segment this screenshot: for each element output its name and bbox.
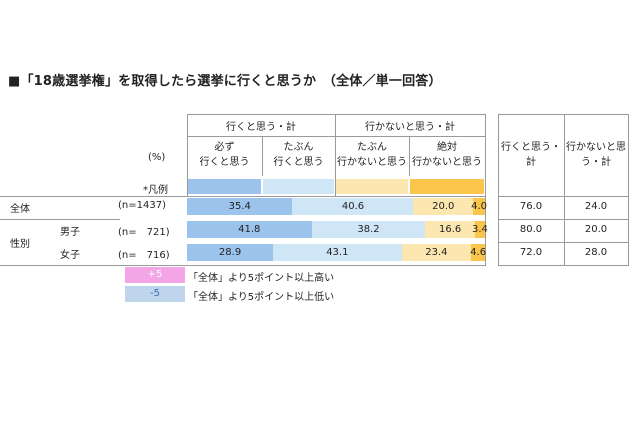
bar-segment <box>471 244 485 261</box>
row-n-3: (n= 716) <box>118 250 170 261</box>
note-badge-1: +5 <box>125 267 185 283</box>
row-group-sex: 性別 <box>10 239 30 250</box>
table-bottom-line <box>0 265 485 266</box>
bar-segment <box>401 244 472 261</box>
legend-swatch-1 <box>188 179 261 194</box>
data-label: 35.4 <box>228 201 251 212</box>
legend-swatch-2 <box>263 179 334 194</box>
bar-segment <box>292 198 414 215</box>
data-label: 28.9 <box>218 247 242 258</box>
row-sep-line <box>0 219 120 220</box>
right-header-bottom-line <box>498 196 629 197</box>
data-label: 20.0 <box>432 201 455 212</box>
total-nogo-2: 20.0 <box>584 224 608 235</box>
right-row-sep-2 <box>498 242 629 243</box>
right-header-nogo: 行かないと思 う・計 <box>566 142 626 168</box>
total-go-2: 80.0 <box>519 224 543 235</box>
header-mid-line <box>187 136 485 137</box>
right-left-line <box>498 114 499 266</box>
header-split-line <box>335 114 336 196</box>
legend-swatch-3 <box>336 179 408 194</box>
data-label: 3.4 <box>471 224 488 235</box>
total-nogo-3: 28.0 <box>584 247 608 258</box>
header-group-nogo: 行かないと思う・計 <box>365 122 455 133</box>
right-top-line <box>498 114 629 115</box>
header-left-line <box>187 114 188 196</box>
row-group-all: 全体 <box>10 204 30 215</box>
header-right-line <box>485 114 486 266</box>
header-sub-1: 必ず 行くと思う <box>199 142 250 168</box>
header-sub-3: たぶん 行かないと思う <box>337 142 407 168</box>
right-header-go: 行くと思う・ 計 <box>501 142 561 168</box>
right-row-sep-1 <box>498 219 629 220</box>
header-sub-2: たぶん 行くと思う <box>273 142 324 168</box>
bar-segment <box>273 244 402 261</box>
note-text-2: 「全体」より5ポイント以上低い <box>188 292 335 303</box>
data-label: 23.4 <box>425 247 448 258</box>
row-n-2: (n= 721) <box>118 227 170 238</box>
data-label: 16.6 <box>438 224 462 235</box>
bar-segment <box>187 221 312 238</box>
header-group-go: 行くと思う・計 <box>226 122 296 133</box>
right-bottom-line <box>498 265 629 266</box>
legend-label: *凡例 <box>143 185 168 196</box>
data-label: 4.6 <box>470 247 487 258</box>
row-label-male: 男子 <box>60 227 80 238</box>
total-go-1: 76.0 <box>519 201 543 212</box>
data-label: 4.0 <box>471 201 487 212</box>
data-label: 38.2 <box>357 224 380 235</box>
header-top-line <box>187 114 485 115</box>
total-go-3: 72.0 <box>519 247 543 258</box>
right-right-line <box>628 114 629 266</box>
row-n-1: (n=1437) <box>118 200 166 211</box>
data-label: 43.1 <box>326 247 349 258</box>
bar-segment <box>425 221 475 238</box>
page-title: ■「18歳選挙権」を取得したら選挙に行くと思うか （全体／単一回答） <box>8 74 442 89</box>
note-text-1: 「全体」より5ポイント以上高い <box>188 273 335 284</box>
bar-segment <box>474 221 485 238</box>
total-nogo-1: 24.0 <box>584 201 608 212</box>
header-sub-line-2 <box>409 136 410 176</box>
header-bottom-line <box>0 196 485 197</box>
header-sub-line-1 <box>262 136 263 176</box>
header-sub-4: 絶対 行かないと思う <box>412 142 482 168</box>
note-badge-2: -5 <box>125 286 185 302</box>
bar-segment <box>311 221 426 238</box>
legend-swatch-4 <box>410 179 484 194</box>
bar-segment <box>187 198 293 215</box>
bar-segment <box>187 244 274 261</box>
right-mid-line <box>564 114 565 266</box>
bar-segment <box>413 198 474 215</box>
data-label: 41.8 <box>238 224 261 235</box>
row-label-female: 女子 <box>60 250 80 261</box>
bar-segment <box>473 198 485 215</box>
unit-label: (%) <box>148 152 166 163</box>
data-label: 40.6 <box>341 201 365 212</box>
